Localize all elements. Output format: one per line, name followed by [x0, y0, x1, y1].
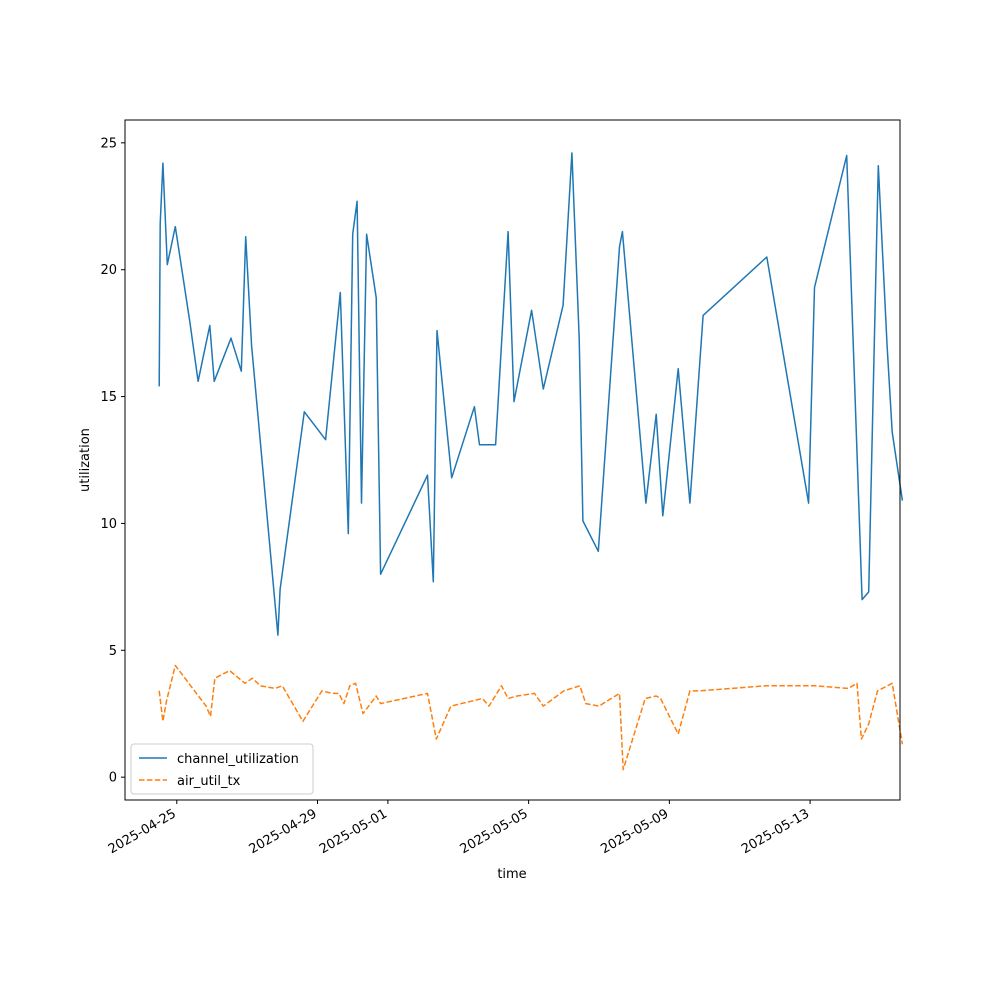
series-line-channel-utilization	[158, 152, 904, 636]
plot-frame	[124, 119, 901, 801]
y-tick-label: 20	[100, 263, 117, 278]
y-tick-label: 25	[100, 136, 117, 151]
y-tick-label: 15	[100, 390, 117, 405]
y-axis-ticks: 0 5 10 15 20 25	[100, 136, 125, 786]
legend-label-air-util-tx: air_util_tx	[177, 774, 241, 789]
series-line-air-util-tx	[158, 664, 904, 771]
plot-area	[158, 152, 904, 771]
y-tick-label: 5	[109, 644, 117, 659]
y-tick-label: 0	[109, 771, 117, 786]
legend-label-channel-utilization: channel_utilization	[177, 752, 299, 767]
y-axis-label: utilization	[78, 428, 93, 492]
x-axis-label: time	[497, 867, 526, 882]
legend: channel_utilization air_util_tx	[130, 743, 314, 795]
y-tick-label: 10	[100, 517, 117, 532]
legend-box	[130, 743, 314, 795]
